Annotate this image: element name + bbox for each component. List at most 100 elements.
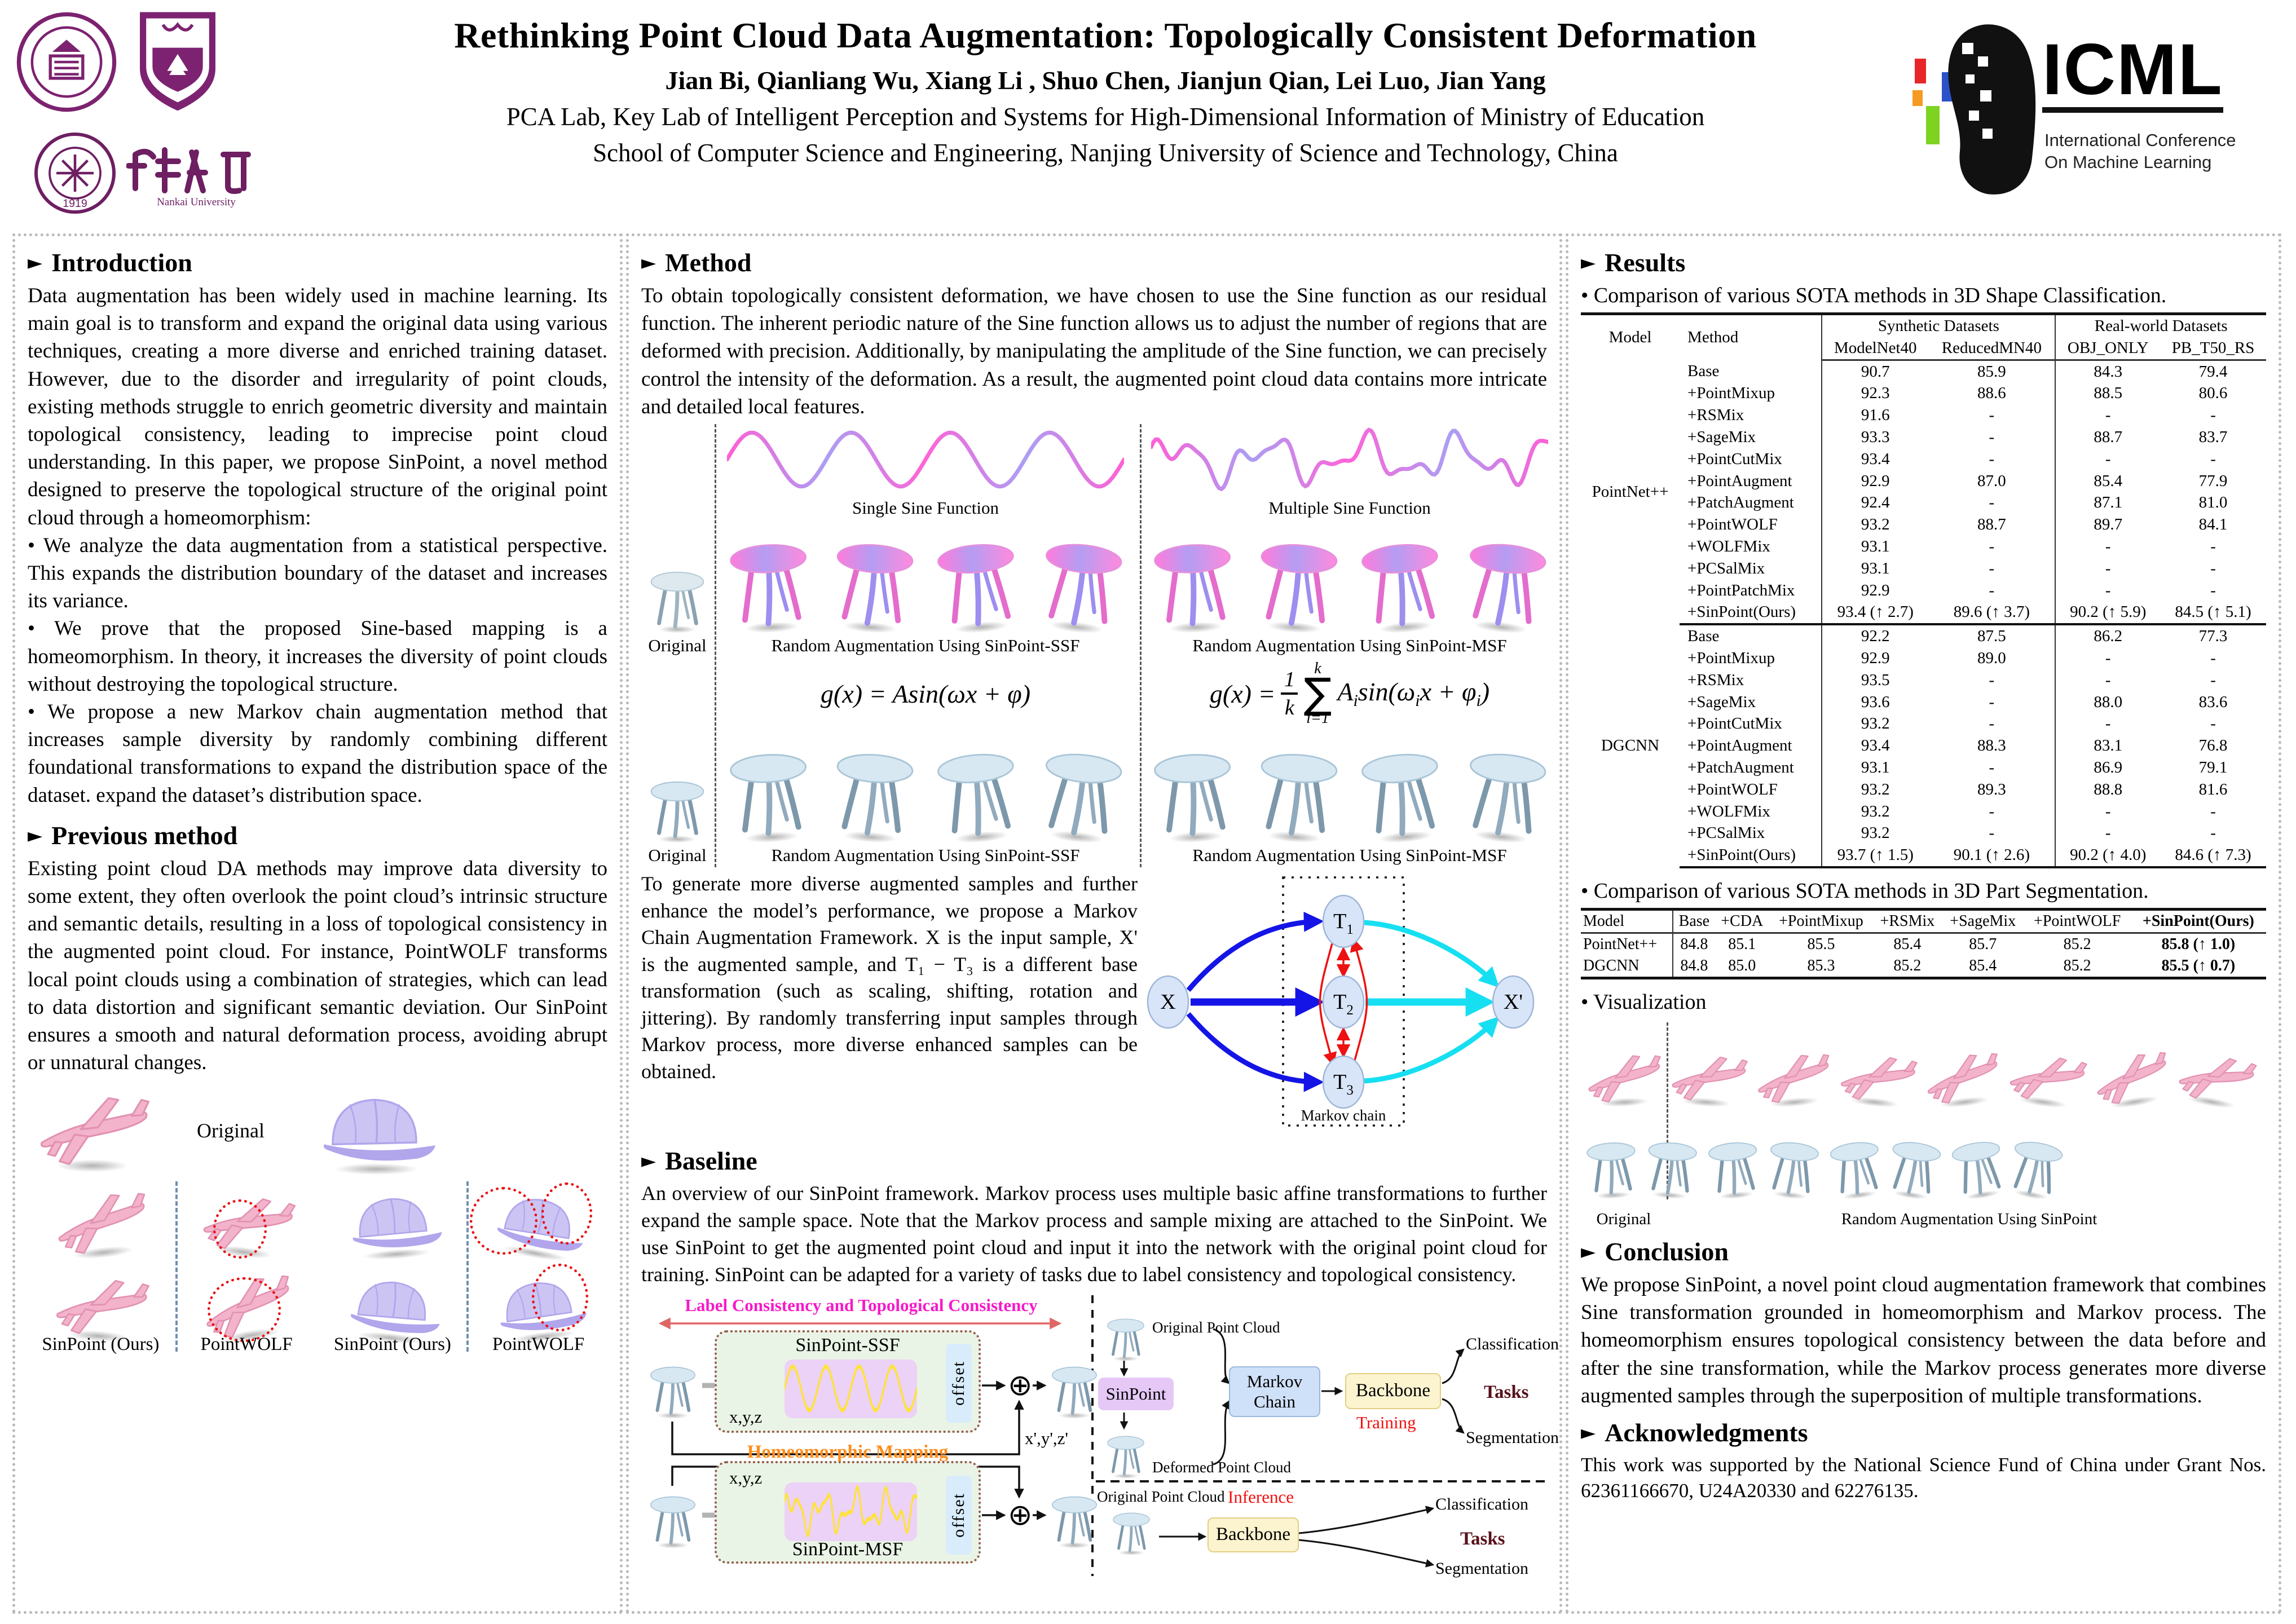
value-cell: - (2055, 647, 2161, 669)
value-cell: 83.7 (2198, 427, 2228, 446)
value-cell: 81.6 (2198, 780, 2228, 798)
value-cell: 93.3 (1821, 426, 1929, 448)
classification-label-2: Classification (1435, 1494, 1528, 1513)
value-cell: 84.3 (2055, 360, 2161, 383)
value-cell: - (2210, 648, 2216, 667)
value-cell: 87.5 (1977, 627, 2006, 646)
table-blue-pointcloud (822, 730, 925, 846)
table-blue-pointcloud (1759, 1112, 1828, 1202)
value-cell: 88.0 (2055, 691, 2161, 713)
value-cell: - (2055, 557, 2161, 580)
table-blue-pointcloud (1143, 731, 1244, 846)
table-pink-pointcloud (1349, 520, 1454, 638)
intro-bullet-2: We prove that the proposed Sine-based ma… (28, 615, 607, 698)
value-cell: 93.1 (1821, 756, 1929, 779)
value-cell: 90.7 (1821, 360, 1929, 383)
value-cell: 89.6 (↑ 3.7) (1928, 601, 2056, 626)
method-cell: +PointWOLF (1687, 780, 1778, 798)
airplane-sinpoint-1 (28, 1182, 174, 1264)
classification-table-group-1: DGCNN Base 92.2 87.5 86.2 77.3 +PointMixup 92.9… (1581, 624, 2266, 868)
col-header-objonly: OBJ_ONLY (2055, 337, 2161, 361)
value-cell: 85.5 (↑ 0.7) (2130, 955, 2266, 979)
table-row: +SageMix 93.6 - 88.0 83.6 (1581, 691, 2266, 713)
msf-box-title: SinPoint-MSF (792, 1538, 904, 1560)
value-cell: - (2055, 822, 2161, 845)
value-cell: 85.2 (1872, 955, 1942, 979)
previous-method-paragraph: Existing point cloud DA methods may impr… (28, 857, 607, 1075)
seg-col-header: +PointMixup (1769, 907, 1873, 934)
inference-original-pointcloud (1108, 1507, 1154, 1556)
seg-col-header: Model (1581, 907, 1673, 934)
visualization-labels: Original Random Augmentation Using SinPo… (1581, 1210, 2272, 1229)
markov-section: To generate more diverse augmented sampl… (641, 871, 1547, 1141)
value-cell: - (2055, 800, 2161, 823)
ssf-augmented-tables-row2 (713, 730, 1138, 844)
group-header-synthetic: Synthetic Datasets (1821, 312, 2056, 337)
value-cell: - (1989, 581, 1995, 599)
icml-logo: ICML International Conference On Machine… (1912, 23, 2273, 203)
plane-pink-pointcloud (1748, 1045, 1837, 1112)
airplane-pointcloud-original (28, 1088, 157, 1173)
plane-pink-pointcloud (2000, 1043, 2092, 1114)
acknowledgments-paragraph: This work was supported by the National … (1581, 1453, 2266, 1502)
plane-pink-pointcloud (1579, 1047, 1667, 1110)
input-table-pointcloud-2 (645, 1482, 701, 1549)
table-pink-pointcloud (1028, 519, 1135, 639)
nankai-caption: Nankai University (157, 196, 236, 208)
value-cell: 85.8 (↑ 1.0) (2161, 935, 2236, 953)
offset-box: offset (946, 1475, 972, 1555)
value-cell: 76.8 (2198, 736, 2228, 755)
table-row: +SinPoint(Ours) 93.7 (↑ 1.5) 90.1 (↑ 2.6) 9… (1581, 844, 2266, 868)
table-blue-pointcloud (1028, 729, 1135, 849)
introduction-heading: Introduction (28, 248, 607, 277)
table-row: +WOLFMix 93.1 - - - (1581, 535, 2266, 558)
sinpoint-box: SinPoint (1098, 1377, 1174, 1410)
table-blue-pointcloud (1452, 729, 1559, 849)
row2-ssf-label: Random Augmentation Using SinPoint-SSF (771, 845, 1080, 866)
value-cell: - (1989, 824, 1995, 842)
row2-original-label: Original (648, 845, 707, 866)
col-header-modelnet40: ModelNet40 (1821, 337, 1929, 361)
value-cell: 90.1 (↑ 2.6) (1928, 844, 2056, 868)
cap-sinpoint-1 (320, 1182, 466, 1264)
training-label: Training (1356, 1412, 1416, 1432)
value-cell: 88.5 (2055, 382, 2161, 405)
ssf-augmented-tables-row1 (713, 520, 1138, 634)
single-sine-curve-image (713, 424, 1138, 496)
svg-text:X': X' (1504, 990, 1523, 1014)
value-cell: 88.6 (1977, 384, 2006, 403)
col-header-reducedmn40: ReducedMN40 (1928, 337, 2056, 361)
value-cell: 90.2 (↑ 5.9) (2055, 601, 2161, 626)
value-cell: 92.9 (1821, 470, 1929, 492)
table-row: +RSMix 93.5 - - - (1581, 669, 2266, 691)
value-cell: 79.1 (2198, 758, 2228, 776)
value-cell: - (1989, 758, 1995, 776)
figure-original-label: Original (197, 1119, 265, 1142)
classification-label: Classification (1466, 1334, 1559, 1353)
visualization-figure: Original Random Augmentation Using SinPo… (1581, 1019, 2272, 1229)
sine-deformation-figure: Single Sine Function Multiple Sine Funct… (641, 424, 1548, 868)
value-cell: - (1989, 449, 1995, 468)
value-cell: - (2055, 404, 2161, 426)
value-cell: 92.4 (1821, 492, 1929, 514)
value-cell: 93.2 (1821, 822, 1929, 845)
method-cell: +SinPoint(Ours) (1680, 844, 1822, 868)
column-results: Results • Comparison of various SOTA met… (1566, 233, 2281, 1614)
value-cell: 85.4 (1941, 955, 2024, 979)
airplane-sinpoint-2 (28, 1266, 174, 1348)
value-cell: 84.5 (↑ 5.1) (2160, 601, 2266, 626)
column-method: Method To obtain topologically consisten… (626, 233, 1562, 1614)
backbone-box-inference: Backbone (1208, 1517, 1299, 1552)
value-cell: 85.0 (1715, 955, 1770, 979)
plane-pink-pointcloud (2085, 1043, 2178, 1114)
university-logos: 1919 Nankai University (16, 8, 287, 228)
value-cell: - (2210, 670, 2216, 689)
value-cell: - (2210, 559, 2216, 577)
table-pink-pointcloud (1452, 519, 1559, 639)
airplane-pointwolf-1 (174, 1182, 320, 1264)
method-cell: +PCSalMix (1687, 824, 1765, 842)
value-cell: - (2055, 579, 2161, 602)
table-pink-pointcloud (719, 522, 820, 637)
method-cell: Base (1687, 361, 1720, 380)
